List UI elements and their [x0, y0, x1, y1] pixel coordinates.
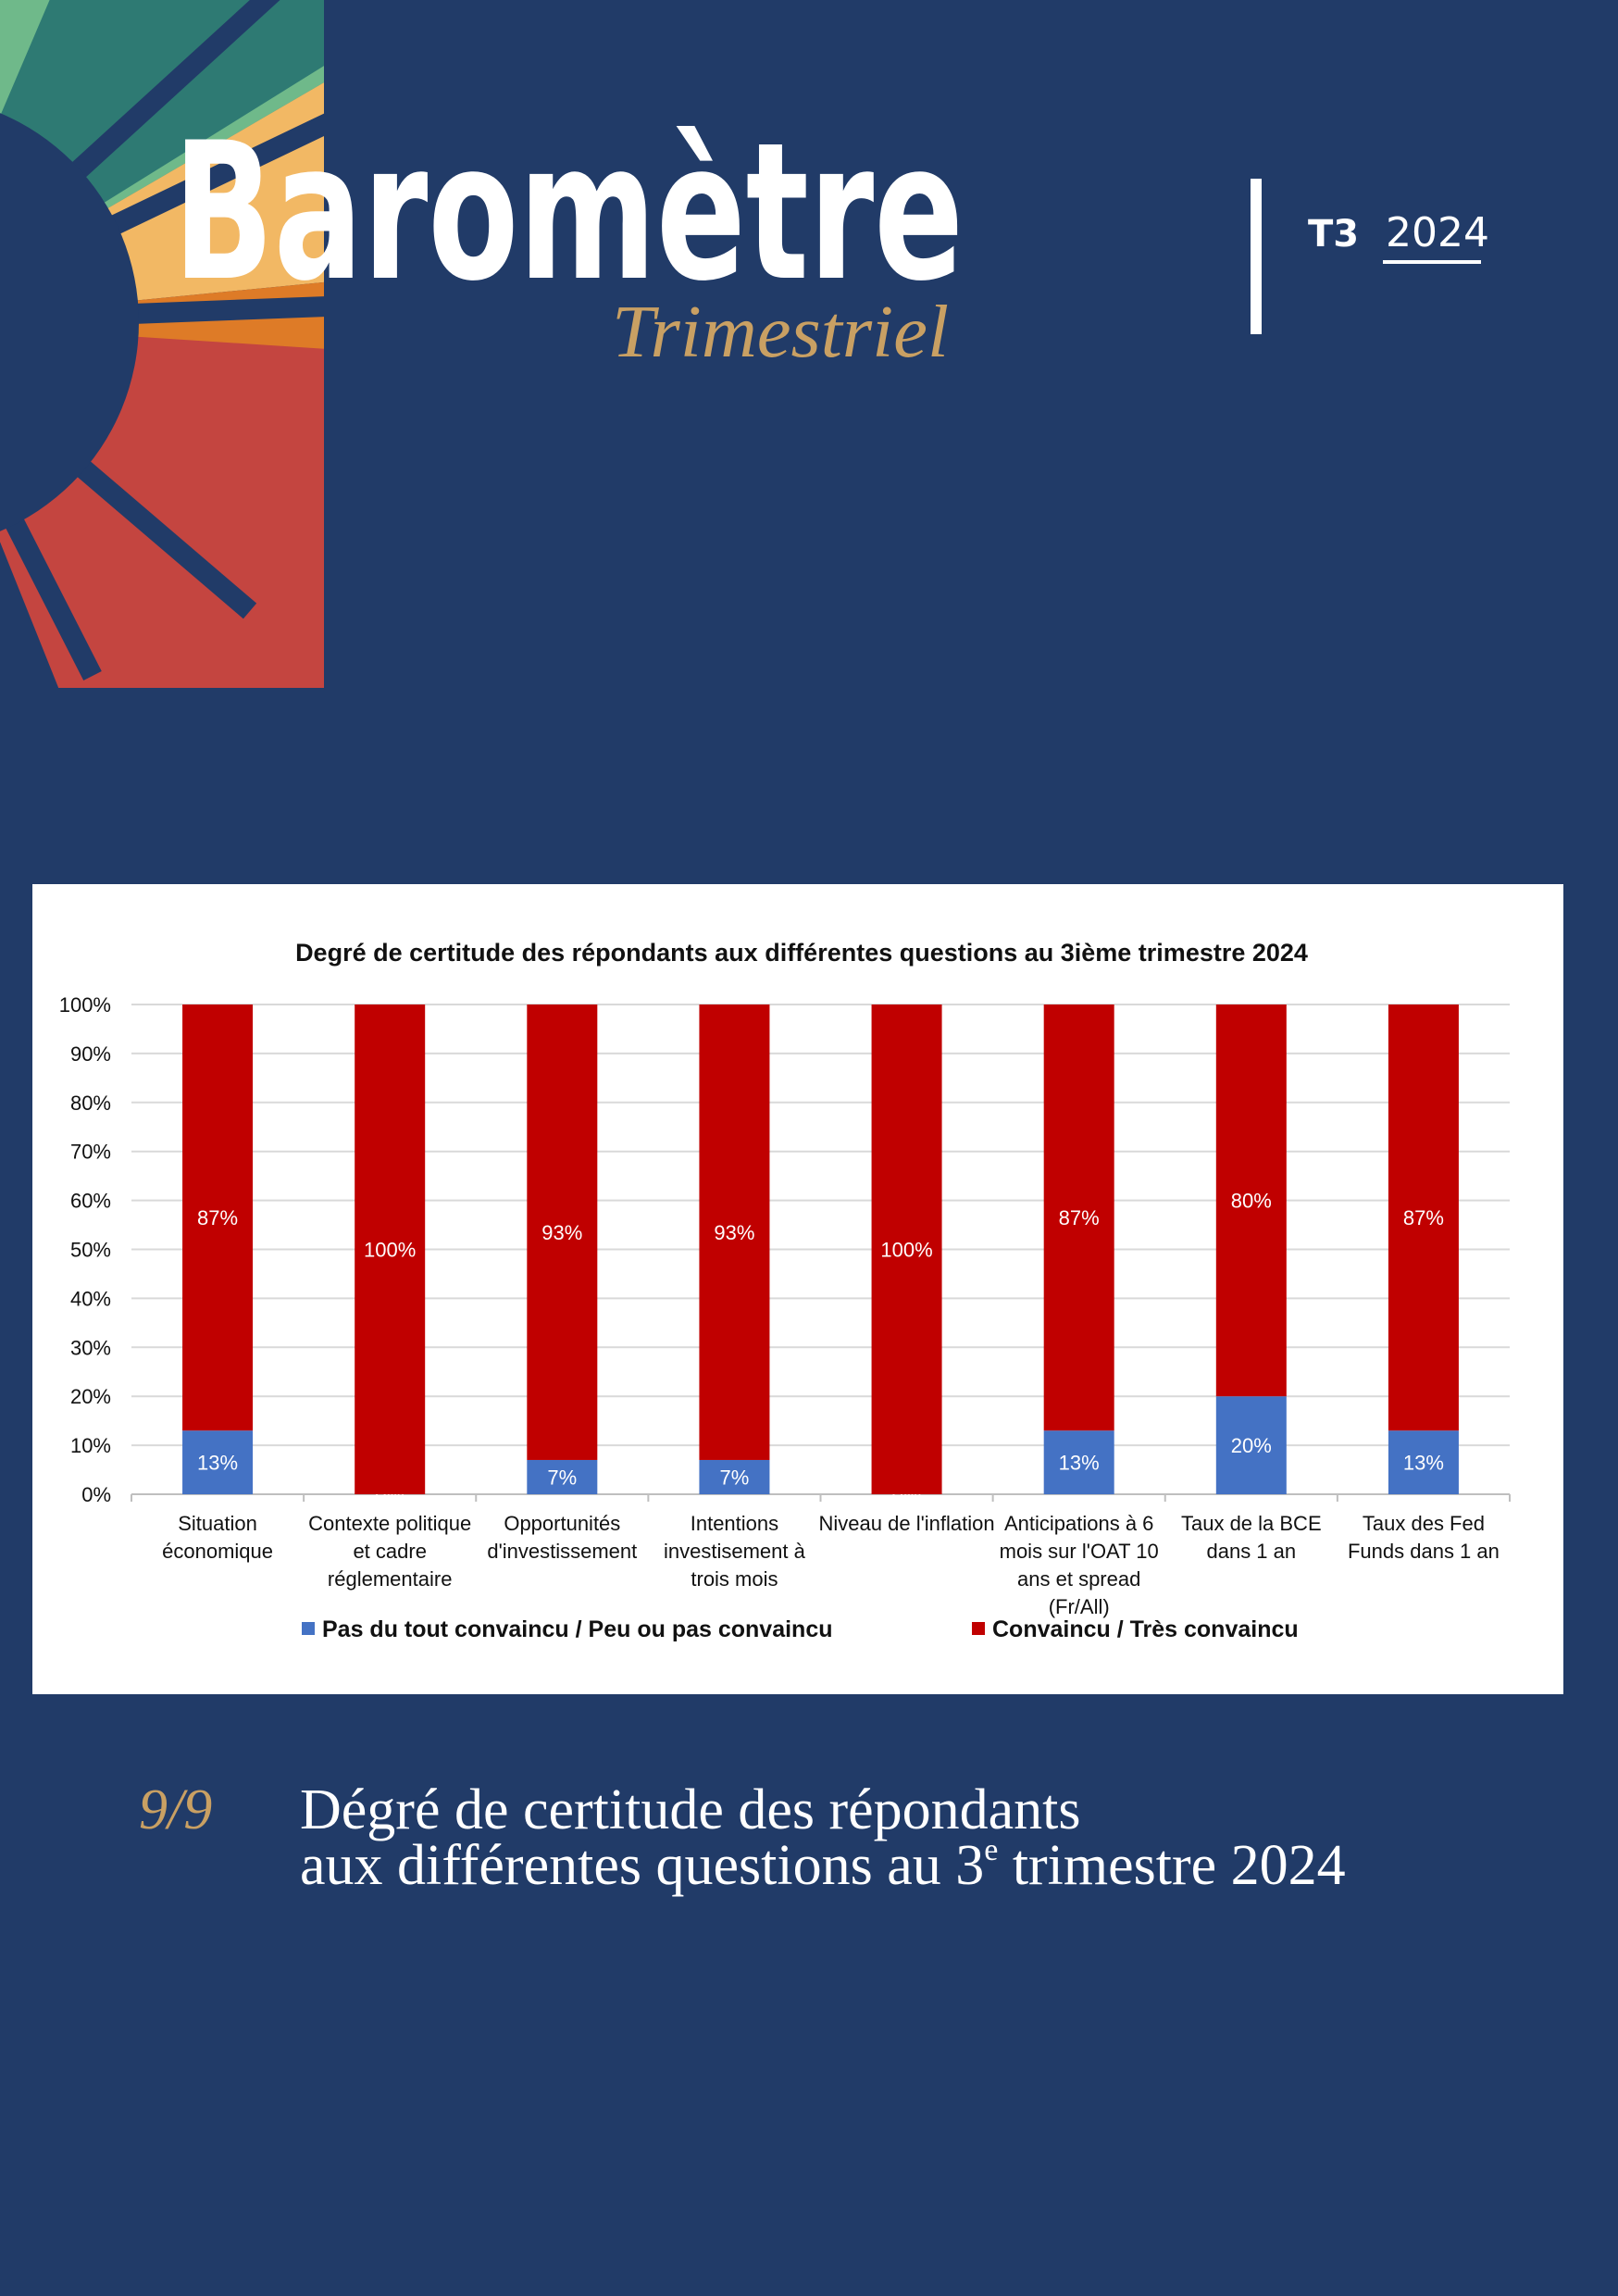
caption-line: aux différentes questions au 3e trimestr…: [300, 1835, 1346, 1895]
x-tick-label-line: trois mois: [691, 1567, 778, 1591]
x-tick-label: Taux de la BCE dans 1 an: [1181, 1512, 1322, 1563]
brand-subtitle: Trimestriel: [612, 292, 949, 373]
x-tick-label-line: Opportunités: [504, 1512, 620, 1535]
caption-line: Dégré de certitude des répondants: [300, 1778, 1081, 1841]
x-tick-label-line: Niveau de l'inflation: [819, 1512, 995, 1535]
bar-segment: [1388, 1430, 1459, 1494]
x-tick-label-line: investisement à: [664, 1540, 806, 1563]
x-tick-label-line: Taux de la BCE: [1181, 1512, 1322, 1535]
x-tick-label-line: Intentions: [691, 1512, 778, 1535]
value-label: 7%: [720, 1466, 750, 1489]
x-tick-label-line: ans et spread: [1017, 1567, 1140, 1591]
value-label: 100%: [880, 1239, 932, 1262]
quarter: T3: [1308, 213, 1359, 256]
bar-segment: [1388, 1004, 1459, 1431]
bar-segment: [355, 1004, 426, 1494]
y-tick-label: 80%: [70, 1092, 111, 1115]
x-tick-label-line: réglementaire: [328, 1567, 453, 1591]
x-tick-label-line: économique: [162, 1540, 273, 1563]
value-label: 80%: [1231, 1190, 1272, 1213]
divider: [1251, 179, 1262, 334]
value-label: 87%: [1403, 1206, 1444, 1229]
x-tick-label-line: dans 1 an: [1206, 1540, 1296, 1563]
value-label: 13%: [1059, 1452, 1100, 1475]
x-tick-label-line: Taux des Fed: [1363, 1512, 1485, 1535]
legend-swatch: [972, 1622, 985, 1635]
chart-panel: [32, 884, 1563, 1694]
value-label: 7%: [547, 1466, 577, 1489]
caption-superscript: e: [984, 1833, 999, 1867]
bar-segment: [871, 1004, 942, 1494]
bar-segment: [1215, 1004, 1287, 1397]
value-label: 93%: [714, 1221, 754, 1244]
value-label: 13%: [197, 1452, 238, 1475]
decoration-hub: [0, 113, 139, 531]
y-tick-label: 0%: [81, 1483, 111, 1506]
value-label: 93%: [541, 1221, 582, 1244]
caption-text: trimestre 2024: [998, 1834, 1346, 1897]
chart: Degré de certitude des répondants aux di…: [59, 939, 1511, 1642]
chart-title: Degré de certitude des répondants aux di…: [295, 939, 1308, 967]
caption-text: aux différentes questions au 3: [300, 1834, 985, 1897]
x-tick-label-line: mois sur l'OAT 10: [1000, 1540, 1159, 1563]
year-underline: [1383, 260, 1481, 264]
legend-label: Convaincu / Très convaincu: [992, 1616, 1299, 1642]
legend-swatch: [302, 1622, 315, 1635]
x-tick-label-line: et cadre: [353, 1540, 427, 1563]
x-tick-label-line: Contexte politique: [308, 1512, 471, 1535]
bar-segment: [182, 1430, 254, 1494]
y-tick-label: 70%: [70, 1141, 111, 1164]
x-tick-label-line: Anticipations à 6: [1004, 1512, 1153, 1535]
x-tick-label: Contexte politique et cadre réglementaire: [308, 1512, 471, 1591]
legend-label: Pas du tout convaincu / Peu ou pas conva…: [322, 1616, 833, 1642]
value-label: 13%: [1403, 1452, 1444, 1475]
y-tick-label: 20%: [70, 1385, 111, 1408]
y-tick-label: 100%: [59, 993, 111, 1017]
y-tick-label: 50%: [70, 1239, 111, 1262]
y-tick-label: 10%: [70, 1434, 111, 1457]
y-tick-label: 60%: [70, 1190, 111, 1213]
value-label: 20%: [1231, 1434, 1272, 1457]
x-tick-label-line: Funds dans 1 an: [1348, 1540, 1500, 1563]
bar-segment: [527, 1459, 598, 1494]
bar-segment: [1043, 1004, 1114, 1431]
bar-segment: [699, 1004, 770, 1460]
bar-segment: [182, 1004, 254, 1431]
x-tick-label: Opportunités d'investissement: [487, 1512, 637, 1563]
bar-segment: [699, 1459, 770, 1494]
y-tick-label: 90%: [70, 1042, 111, 1066]
value-label: 87%: [197, 1206, 238, 1229]
x-tick-label: Niveau de l'inflation: [819, 1512, 995, 1535]
year: 2024: [1386, 209, 1489, 256]
value-label: 100%: [364, 1239, 416, 1262]
x-tick-label-line: Situation: [178, 1512, 257, 1535]
value-label: 87%: [1059, 1206, 1100, 1229]
x-tick-label-line: (Fr/All): [1049, 1595, 1110, 1618]
caption-number: 9/9: [139, 1778, 213, 1841]
bar-segment: [1215, 1396, 1287, 1494]
x-tick-label: Intentions investisement à trois mois: [664, 1512, 806, 1591]
bar-segment: [1043, 1430, 1114, 1494]
y-tick-label: 40%: [70, 1287, 111, 1310]
bar-segment: [527, 1004, 598, 1460]
x-tick-label: Taux des Fed Funds dans 1 an: [1348, 1512, 1500, 1563]
brand-title: Baromètre: [173, 103, 964, 323]
x-tick-label: Situation économique: [162, 1512, 273, 1563]
x-tick-label-line: d'investissement: [487, 1540, 637, 1563]
y-tick-label: 30%: [70, 1336, 111, 1359]
x-tick-label: Anticipations à 6 mois sur l'OAT 10 ans et…: [1000, 1512, 1159, 1618]
decoration: [0, 0, 324, 688]
